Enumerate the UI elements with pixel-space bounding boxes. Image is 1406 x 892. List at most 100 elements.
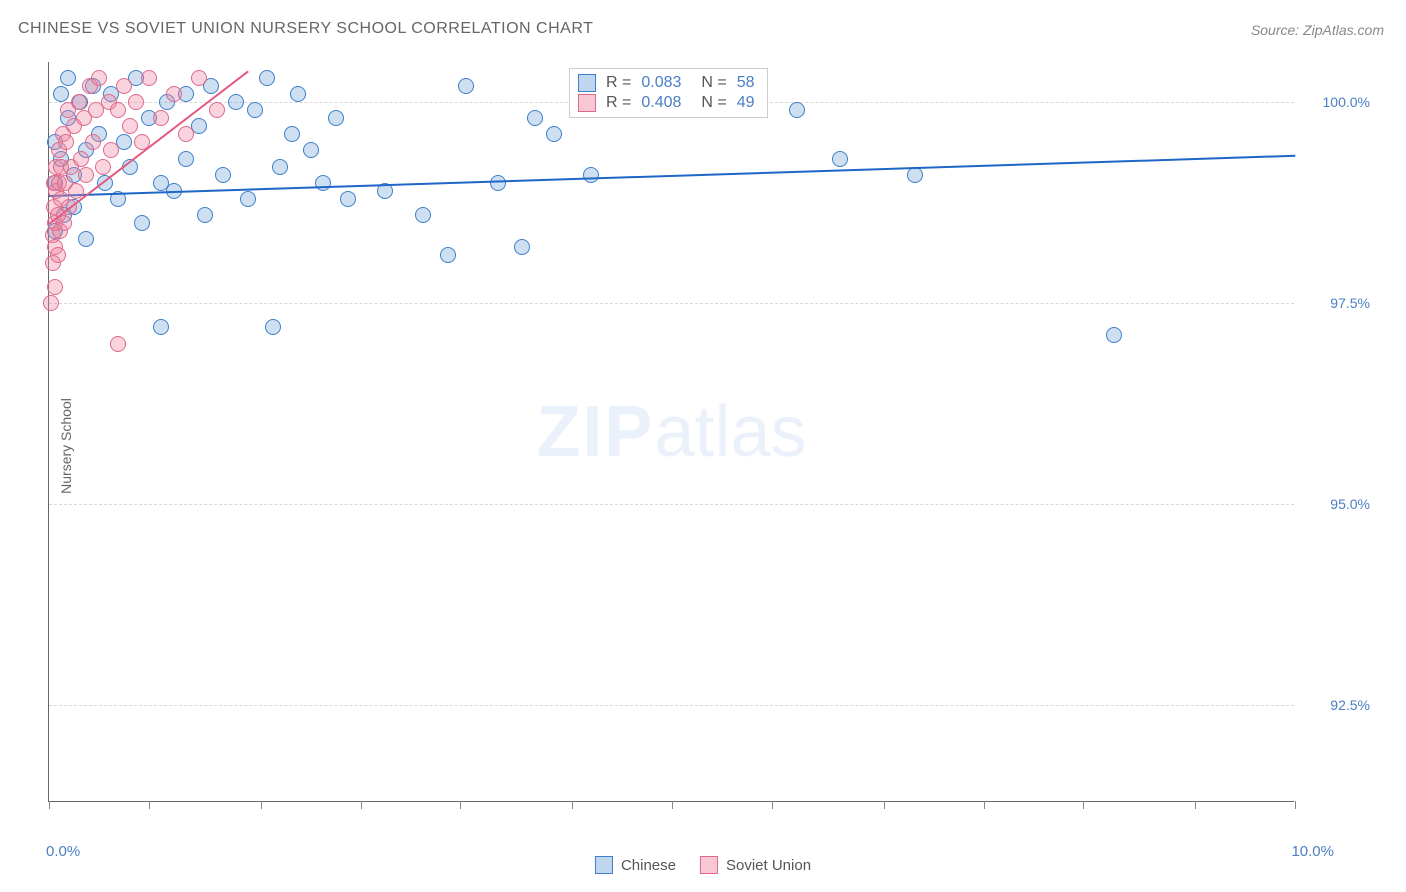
y-tick-label: 92.5% bbox=[1310, 697, 1370, 713]
stat-R-value: 0.083 bbox=[641, 74, 681, 92]
data-point-blue bbox=[514, 239, 530, 255]
series-legend: Chinese Soviet Union bbox=[595, 856, 811, 874]
data-point-blue bbox=[134, 215, 150, 231]
stat-R-label: R = bbox=[606, 74, 631, 92]
legend-item-soviet: Soviet Union bbox=[700, 856, 811, 874]
x-tick bbox=[149, 801, 150, 809]
legend-label-chinese: Chinese bbox=[621, 857, 676, 874]
data-point-pink bbox=[178, 126, 194, 142]
data-point-pink bbox=[128, 94, 144, 110]
data-point-blue bbox=[440, 247, 456, 263]
data-point-pink bbox=[110, 102, 126, 118]
x-tick bbox=[572, 801, 573, 809]
stats-swatch bbox=[578, 74, 596, 92]
x-tick bbox=[1083, 801, 1084, 809]
x-tick bbox=[884, 801, 885, 809]
data-point-pink bbox=[43, 295, 59, 311]
x-tick bbox=[772, 801, 773, 809]
y-tick-label: 100.0% bbox=[1310, 94, 1370, 110]
data-point-blue bbox=[1106, 327, 1122, 343]
data-point-blue bbox=[303, 142, 319, 158]
stats-swatch bbox=[578, 94, 596, 112]
data-point-blue bbox=[78, 231, 94, 247]
data-point-pink bbox=[91, 70, 107, 86]
stat-N-value: 58 bbox=[737, 74, 755, 92]
data-point-blue bbox=[259, 70, 275, 86]
x-tick bbox=[261, 801, 262, 809]
chart-title: CHINESE VS SOVIET UNION NURSERY SCHOOL C… bbox=[18, 20, 593, 38]
data-point-pink bbox=[85, 134, 101, 150]
data-point-pink bbox=[95, 159, 111, 175]
data-point-blue bbox=[228, 94, 244, 110]
legend-item-chinese: Chinese bbox=[595, 856, 676, 874]
data-point-blue bbox=[527, 110, 543, 126]
x-tick bbox=[1295, 801, 1296, 809]
data-point-pink bbox=[209, 102, 225, 118]
data-point-pink bbox=[110, 336, 126, 352]
x-tick bbox=[984, 801, 985, 809]
data-point-pink bbox=[166, 86, 182, 102]
data-point-blue bbox=[789, 102, 805, 118]
y-tick-label: 97.5% bbox=[1310, 295, 1370, 311]
data-point-pink bbox=[78, 167, 94, 183]
data-point-pink bbox=[191, 70, 207, 86]
data-point-blue bbox=[197, 207, 213, 223]
x-axis-max-label: 10.0% bbox=[1291, 843, 1334, 860]
stat-N-value: 49 bbox=[737, 94, 755, 112]
data-point-blue bbox=[153, 319, 169, 335]
gridline bbox=[49, 705, 1294, 706]
gridline bbox=[49, 303, 1294, 304]
x-tick bbox=[672, 801, 673, 809]
x-tick bbox=[49, 801, 50, 809]
data-point-blue bbox=[272, 159, 288, 175]
y-tick-label: 95.0% bbox=[1310, 496, 1370, 512]
data-point-pink bbox=[73, 151, 89, 167]
data-point-pink bbox=[50, 247, 66, 263]
stat-R-label: R = bbox=[606, 94, 631, 112]
legend-swatch-blue bbox=[595, 856, 613, 874]
data-point-blue bbox=[215, 167, 231, 183]
scatter-plot-area: ZIPatlas 100.0%97.5%95.0%92.5%R =0.083N … bbox=[48, 62, 1294, 802]
data-point-blue bbox=[458, 78, 474, 94]
data-point-pink bbox=[153, 110, 169, 126]
data-point-blue bbox=[546, 126, 562, 142]
data-point-blue bbox=[832, 151, 848, 167]
data-point-blue bbox=[415, 207, 431, 223]
stats-row: R = 0.083 N = 58 bbox=[578, 73, 755, 93]
data-point-blue bbox=[290, 86, 306, 102]
data-point-blue bbox=[328, 110, 344, 126]
watermark-zip: ZIP bbox=[536, 392, 654, 472]
data-point-pink bbox=[122, 118, 138, 134]
watermark-atlas: atlas bbox=[654, 392, 806, 472]
x-tick bbox=[1195, 801, 1196, 809]
data-point-pink bbox=[116, 78, 132, 94]
data-point-blue bbox=[340, 191, 356, 207]
data-point-pink bbox=[47, 279, 63, 295]
source-attribution: Source: ZipAtlas.com bbox=[1251, 22, 1384, 38]
x-tick bbox=[361, 801, 362, 809]
stat-R-value: 0.408 bbox=[641, 94, 681, 112]
data-point-blue bbox=[247, 102, 263, 118]
gridline bbox=[49, 504, 1294, 505]
data-point-blue bbox=[284, 126, 300, 142]
data-point-blue bbox=[60, 70, 76, 86]
data-point-blue bbox=[53, 86, 69, 102]
watermark: ZIPatlas bbox=[536, 391, 806, 473]
x-tick bbox=[460, 801, 461, 809]
data-point-pink bbox=[58, 134, 74, 150]
data-point-pink bbox=[141, 70, 157, 86]
data-point-blue bbox=[265, 319, 281, 335]
legend-label-soviet: Soviet Union bbox=[726, 857, 811, 874]
x-axis-min-label: 0.0% bbox=[46, 843, 80, 860]
stat-N-label: N = bbox=[701, 94, 726, 112]
data-point-pink bbox=[71, 94, 87, 110]
stat-N-label: N = bbox=[701, 74, 726, 92]
trend-line-blue bbox=[49, 154, 1295, 196]
stats-legend: R = 0.083 N = 58 R = 0.408 N = 49 bbox=[569, 68, 768, 118]
data-point-blue bbox=[178, 151, 194, 167]
data-point-blue bbox=[583, 167, 599, 183]
stats-row: R = 0.408 N = 49 bbox=[578, 93, 755, 113]
data-point-blue bbox=[240, 191, 256, 207]
data-point-pink bbox=[103, 142, 119, 158]
legend-swatch-pink bbox=[700, 856, 718, 874]
